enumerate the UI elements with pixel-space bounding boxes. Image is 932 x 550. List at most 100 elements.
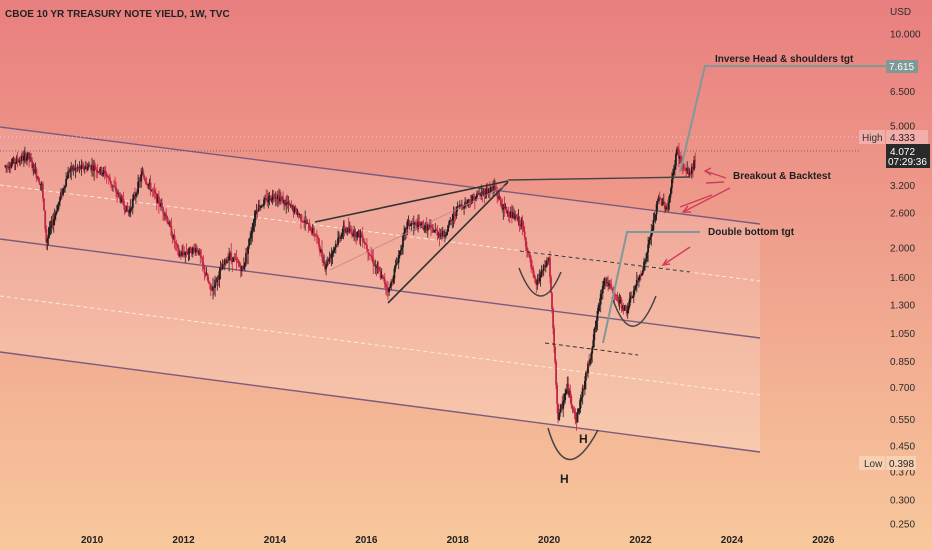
candle-body [100, 167, 103, 175]
candle-body [477, 193, 479, 195]
candle-body [119, 195, 122, 202]
candle-body [653, 219, 656, 221]
candle-body [561, 404, 564, 409]
candle-body [47, 234, 50, 239]
right-shoulder-arc [611, 295, 657, 327]
candle-body [588, 363, 590, 365]
candle-body [661, 202, 664, 206]
candle-body [292, 206, 295, 213]
candle-body [537, 279, 540, 282]
candle-body [58, 201, 60, 205]
candle-body [575, 413, 578, 423]
candle-body [606, 282, 608, 284]
candle-body [93, 165, 95, 171]
candle-body [246, 252, 248, 254]
candle-body [656, 201, 659, 205]
candle-body [207, 280, 210, 283]
candle-body [522, 227, 525, 232]
candle-body [264, 198, 266, 200]
price-axis-tick-label: 0.450 [890, 442, 915, 453]
candle-body [76, 167, 79, 169]
candle-body [458, 204, 461, 208]
candle-body [366, 244, 368, 250]
candle-body [471, 195, 474, 201]
candle-body [517, 217, 520, 221]
candle-body [494, 186, 497, 190]
time-axis-tick-label: 2014 [264, 535, 287, 546]
candle-body [249, 238, 252, 240]
candle-body [511, 211, 513, 219]
candle-body [97, 171, 100, 173]
candle-body [146, 184, 149, 186]
candle-body [455, 206, 458, 216]
candle-body [379, 271, 382, 278]
candle-body [598, 304, 601, 306]
candle-body [6, 165, 9, 167]
candle-body [530, 258, 532, 268]
candle-body [128, 209, 131, 214]
candle-body [273, 197, 276, 199]
candle-body [410, 223, 413, 225]
price-axis-tick-label: 0.850 [890, 357, 915, 368]
candle-body [505, 206, 508, 213]
candle-body [489, 189, 491, 192]
candle-body [89, 165, 91, 167]
candle-body [371, 256, 374, 258]
candle-body [67, 171, 69, 179]
candle-body [272, 194, 275, 198]
candle-body [490, 186, 492, 192]
candle-body [103, 170, 106, 172]
candle-body [439, 233, 442, 237]
candle-body [221, 264, 224, 270]
candle-body [132, 194, 135, 199]
candle-body [66, 178, 68, 180]
left-shoulder-arc [518, 267, 562, 297]
candle-body [605, 278, 607, 284]
candle-body [478, 193, 480, 195]
candle-body [435, 229, 438, 231]
candle-body [406, 221, 409, 230]
candle-body [217, 277, 220, 280]
high-tag-value: 4.333 [890, 133, 915, 144]
candle-body [424, 223, 427, 228]
candle-body [176, 244, 179, 249]
candle-body [394, 264, 397, 269]
candle-body [254, 212, 257, 220]
candle-body [362, 241, 365, 243]
candle-body [685, 169, 687, 172]
candle-body [500, 200, 503, 205]
candle-body [332, 249, 335, 252]
candle-body [240, 266, 243, 272]
candle-body [310, 230, 313, 233]
candle-body [513, 212, 515, 219]
candle-body [578, 408, 581, 409]
candle-body [641, 273, 643, 276]
candle-body [320, 249, 322, 253]
candle-body [650, 232, 653, 237]
candle-body [244, 262, 246, 267]
candle-body [558, 412, 561, 420]
candle-body [314, 234, 316, 236]
candle-body [425, 223, 428, 231]
candle-body [106, 175, 109, 178]
candle-body [682, 167, 685, 169]
candle-body [38, 181, 41, 185]
candle-body [616, 295, 619, 302]
candle-body [14, 162, 17, 164]
candle-body [334, 244, 337, 248]
candle-body [667, 202, 670, 210]
candle-body [423, 228, 426, 230]
candle-body [660, 198, 663, 206]
candle-body [305, 220, 308, 224]
time-axis-tick-label: 2026 [812, 535, 835, 546]
candle-body [139, 181, 142, 182]
candle-body [63, 187, 65, 189]
candle-body [663, 202, 666, 209]
candle-body [61, 192, 63, 195]
candle-body [218, 271, 221, 280]
candle-body [195, 248, 197, 253]
candle-body [468, 199, 471, 202]
candle-body [177, 248, 180, 256]
candle-body [377, 266, 380, 270]
